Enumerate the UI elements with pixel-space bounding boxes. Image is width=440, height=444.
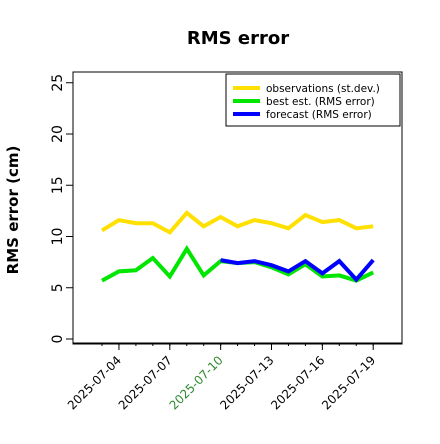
x-tick-label: 2025-07-04 [65,353,124,412]
y-axis-label: RMS error (cm) [4,146,22,275]
y-tick-label: 5 [50,283,66,292]
legend: observations (st.dev.)best est. (RMS err… [225,73,401,127]
x-tick-label: 2025-07-16 [268,353,327,412]
legend-label-1: observations (st.dev.) [266,83,380,95]
legend-label-2: best est. (RMS error) [266,96,375,108]
x-axis-ticks: 2025-07-042025-07-072025-07-102025-07-13… [65,342,402,412]
legend-label-3: forecast (RMS error) [266,109,372,121]
y-tick-label: 10 [50,228,66,246]
series-line-3 [220,258,375,283]
x-tick-label: 2025-07-10 [167,353,226,412]
y-tick-label: 25 [50,74,66,92]
x-tick-label: 2025-07-07 [116,353,175,412]
chart-title: RMS error [187,28,289,49]
y-axis-ticks: 0 5 10 15 20 25 [50,74,73,344]
series-line-1 [100,210,374,235]
x-tick-label: 2025-07-13 [217,353,276,412]
series-layer [100,210,375,283]
x-tick-label: 2025-07-19 [319,353,378,412]
y-tick-label: 20 [50,125,66,143]
y-tick-label: 15 [50,176,66,194]
y-tick-label: 0 [50,335,66,344]
